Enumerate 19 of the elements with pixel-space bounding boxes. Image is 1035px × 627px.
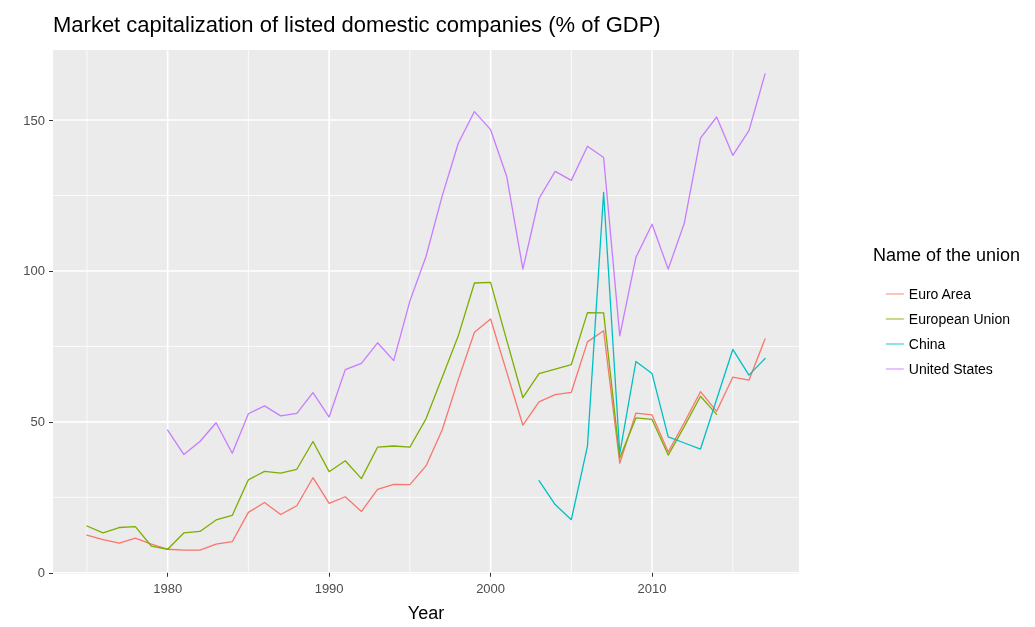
x-tick-label: 2000 bbox=[476, 581, 506, 596]
y-tick-label: 50 bbox=[30, 414, 45, 430]
line-series bbox=[86, 281, 718, 550]
chart-title: Market capitalization of listed domestic companies (% of GDP) bbox=[53, 11, 661, 37]
x-tick-label: 1980 bbox=[153, 581, 183, 596]
line-series bbox=[167, 73, 766, 456]
legend-label: European Union bbox=[908, 311, 1010, 327]
x-tick-label: 2010 bbox=[637, 581, 667, 596]
y-tick-label: 100 bbox=[23, 263, 45, 279]
legend-label: China bbox=[908, 336, 946, 352]
legend-label: Euro Area bbox=[908, 286, 972, 302]
line-series bbox=[538, 191, 766, 521]
legend-label: United States bbox=[908, 361, 993, 377]
y-tick-label: 0 bbox=[37, 565, 45, 581]
y-tick-label: 150 bbox=[23, 112, 45, 128]
x-axis-title: Year bbox=[407, 603, 445, 623]
legend-title: Name of the union bbox=[872, 245, 1020, 265]
x-tick-label: 1990 bbox=[314, 581, 344, 596]
line-series bbox=[86, 318, 766, 551]
